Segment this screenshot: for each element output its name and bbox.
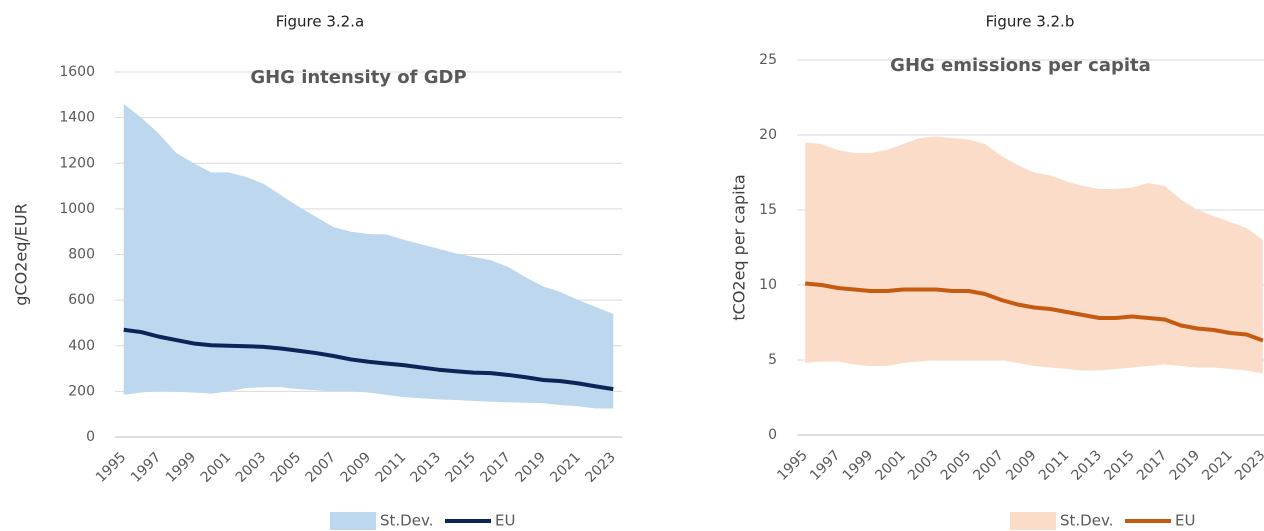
x-tick-label: 2009 xyxy=(338,449,375,486)
band-area xyxy=(123,103,614,409)
legend-swatch xyxy=(330,512,376,530)
x-tick-label: 2003 xyxy=(233,449,270,486)
x-tick-label: 2023 xyxy=(582,449,619,486)
x-tick-label: 2015 xyxy=(1101,447,1138,484)
y-tick-label: 600 xyxy=(68,292,95,308)
y-tick-label: 400 xyxy=(68,338,95,354)
x-tick-label: 1999 xyxy=(840,447,877,484)
y-tick-label: 1600 xyxy=(59,64,95,80)
series-line xyxy=(804,281,1264,343)
x-tick-label: 2011 xyxy=(1036,447,1073,484)
x-tick-label: 1999 xyxy=(163,449,200,486)
y-tick-label: 1000 xyxy=(59,201,95,217)
figure-label: Figure 3.2.b xyxy=(986,13,1075,31)
chart-title: GHG intensity of GDP xyxy=(250,67,466,88)
y-tick-label: 10 xyxy=(759,277,777,293)
x-tick-label: 2007 xyxy=(303,449,340,486)
x-tick-label: 2001 xyxy=(872,447,909,484)
legend-label: St.Dev. xyxy=(380,512,433,530)
x-tick-label: 2013 xyxy=(408,449,445,486)
x-tick-label: 2023 xyxy=(1232,447,1264,484)
y-tick-label: 1200 xyxy=(59,155,95,171)
legend-swatch xyxy=(1010,512,1056,530)
x-tick-label: 2003 xyxy=(905,447,942,484)
x-tick-label: 2001 xyxy=(198,449,235,486)
x-tick-label: 2005 xyxy=(938,447,975,484)
x-tick-label: 2021 xyxy=(547,449,584,486)
x-tick-label: 2007 xyxy=(970,447,1007,484)
legend-label: EU xyxy=(1175,512,1195,530)
y-tick-label: 5 xyxy=(768,352,777,368)
y-axis-label: tCO2eq per capita xyxy=(730,174,749,320)
x-tick-label: 2019 xyxy=(512,449,549,486)
x-tick-label: 1997 xyxy=(128,449,165,486)
x-tick-label: 2021 xyxy=(1199,447,1236,484)
x-tick-label: 1995 xyxy=(93,449,130,486)
y-tick-label: 0 xyxy=(86,429,95,445)
y-tick-label: 20 xyxy=(759,127,777,143)
chart-title: GHG emissions per capita xyxy=(890,55,1151,76)
y-axis-label: gCO2eq/EUR xyxy=(12,203,31,305)
y-tick-label: 0 xyxy=(768,427,777,443)
x-tick-label: 1995 xyxy=(774,447,811,484)
figure-label: Figure 3.2.a xyxy=(276,13,364,31)
y-tick-label: 15 xyxy=(759,202,777,218)
x-tick-label: 2017 xyxy=(478,449,515,486)
x-tick-label: 2017 xyxy=(1134,447,1171,484)
y-tick-label: 25 xyxy=(759,52,777,68)
y-tick-label: 1400 xyxy=(59,110,95,126)
x-tick-label: 2013 xyxy=(1069,447,1106,484)
x-tick-label: 1997 xyxy=(807,447,844,484)
legend-label: St.Dev. xyxy=(1060,512,1113,530)
y-tick-label: 800 xyxy=(68,247,95,263)
x-tick-label: 2019 xyxy=(1167,447,1204,484)
series-line xyxy=(123,327,614,392)
x-tick-label: 2011 xyxy=(373,449,410,486)
legend-label: EU xyxy=(495,512,515,530)
y-tick-label: 200 xyxy=(68,383,95,399)
x-tick-label: 2009 xyxy=(1003,447,1040,484)
x-tick-label: 2005 xyxy=(268,449,305,486)
band-area xyxy=(805,136,1263,374)
x-tick-label: 2015 xyxy=(443,449,480,486)
